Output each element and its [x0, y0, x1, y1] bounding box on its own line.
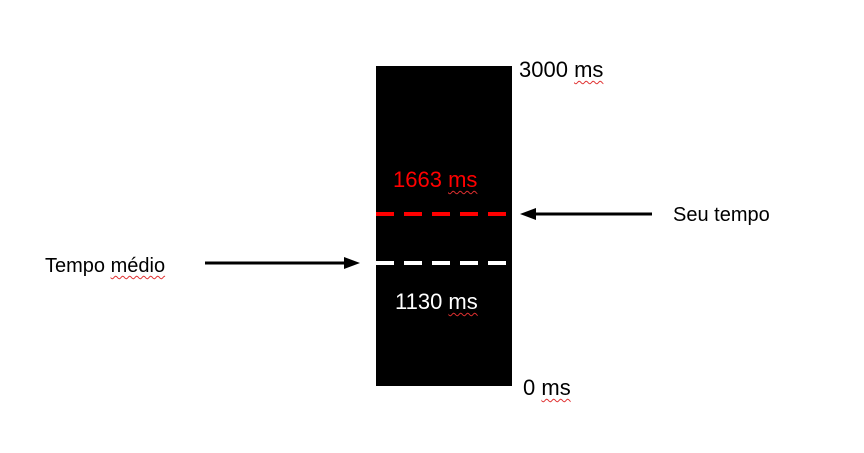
scale-min-unit: ms: [541, 375, 571, 400]
label-squiggle-text: ms: [448, 167, 478, 192]
scale-max-label: 3000 ms: [519, 58, 603, 82]
scale-max-unit: ms: [574, 57, 604, 82]
scale-min-number: 0: [523, 375, 536, 400]
label-squiggle-text: ms: [448, 289, 478, 314]
scale-min-label: 0 ms: [523, 376, 571, 400]
average-time-value: 1130 ms: [395, 290, 478, 314]
time-scale-bar: [376, 66, 512, 386]
label-text: Tempo: [45, 255, 111, 277]
average-time-arrow-head: [344, 257, 360, 269]
label-text: 1130: [395, 289, 449, 314]
your-time-label: Seu tempo: [673, 204, 770, 226]
label-squiggle-text: médio: [110, 255, 166, 277]
scale-max-number: 3000: [519, 57, 568, 82]
your-time-arrow-head: [520, 208, 536, 220]
label-text: 1663: [393, 167, 449, 192]
your-time-value: 1663 ms: [393, 168, 477, 192]
average-time-label: Tempo médio: [45, 254, 165, 278]
